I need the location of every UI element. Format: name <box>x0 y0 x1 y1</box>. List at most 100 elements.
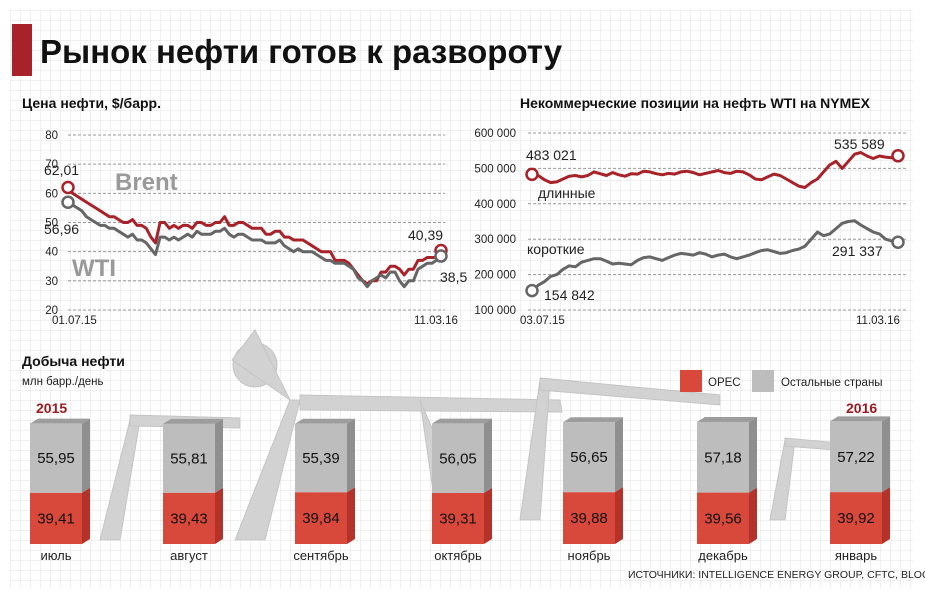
bar-opec-side <box>615 487 623 544</box>
bar-category-label: июль <box>40 548 71 563</box>
bar-top-face <box>563 417 623 423</box>
production-chart-title: Добыча нефти <box>22 353 125 369</box>
price-x-end: 11.03.16 <box>414 315 458 327</box>
bar-opec <box>563 492 615 544</box>
short-end-label: 291 337 <box>832 243 883 259</box>
positions-y-tick: 600 000 <box>474 128 516 140</box>
production-unit: млн барр./день <box>22 376 104 388</box>
bar-opec <box>30 492 82 544</box>
bar-opec-side <box>82 487 90 544</box>
bar-opec <box>432 492 484 544</box>
long-end-label: 535 589 <box>834 136 885 152</box>
short-series-label: короткие <box>527 241 585 257</box>
wti-start-label: 56,96 <box>44 221 79 237</box>
bar-category-label: сентябрь <box>293 548 349 563</box>
wti-series-label: WTI <box>72 255 116 282</box>
positions-y-tick: 200 000 <box>474 270 516 282</box>
price-x-start: 01.07.15 <box>52 315 97 327</box>
bar-top-face <box>697 416 757 422</box>
bar-opec-value: 39,84 <box>302 510 340 527</box>
bar-opec-side <box>484 487 492 544</box>
brent-series-label: Brent <box>115 169 178 196</box>
price-y-tick: 80 <box>45 130 58 142</box>
positions-line-short <box>531 219 899 292</box>
bar-other-side <box>215 418 223 493</box>
title-accent-bar <box>12 24 32 76</box>
positions-x-end: 11.03.16 <box>856 315 900 327</box>
bar-other-value: 55,81 <box>170 450 208 467</box>
bar-opec-side <box>347 487 355 544</box>
bar-other-value: 55,95 <box>37 450 75 467</box>
bar-top-face <box>295 418 355 424</box>
bar-opec-side <box>749 487 757 544</box>
bar-opec-value: 39,31 <box>439 510 477 527</box>
positions-y-tick: 500 000 <box>474 163 516 175</box>
long-series-label: длинные <box>538 185 596 201</box>
bar-category-label: август <box>170 548 208 563</box>
bar-other-value: 55,39 <box>302 450 340 467</box>
price-end-point <box>434 249 448 263</box>
bar-opec-value: 39,92 <box>837 510 875 527</box>
positions-x-start: 03.07.15 <box>520 315 565 327</box>
price-y-tick: 60 <box>45 188 58 200</box>
bar-opec-value: 39,88 <box>570 510 608 527</box>
positions-chart: 600 000 500 000 400 000 300 000 200 000 100 0… <box>474 128 908 327</box>
year-2016-label: 2016 <box>846 400 877 416</box>
legend-opec-swatch <box>680 370 702 392</box>
bar-category-label: октябрь <box>434 548 482 563</box>
brent-end-label: 40,39 <box>408 227 443 243</box>
bar-other-side <box>347 418 355 493</box>
bar-other-value: 56,05 <box>439 450 477 467</box>
positions-end-point <box>891 149 905 163</box>
wti-end-label: 38,5 <box>440 269 467 285</box>
bar-other <box>830 421 882 493</box>
page-title: Рынок нефти готов к развороту <box>40 33 563 70</box>
bar-other <box>563 422 615 493</box>
price-line-wti <box>67 200 443 289</box>
legend-other-swatch <box>752 370 774 392</box>
bar-top-face <box>30 418 90 424</box>
price-y-tick: 50 <box>45 218 58 230</box>
positions-y-tick: 300 000 <box>474 234 516 246</box>
production-chart: 39,41 55,95 июль 39,43 55,81 август 39,84 55,39… <box>30 416 890 563</box>
bar-other-side <box>484 418 492 493</box>
year-2015-label: 2015 <box>36 400 67 416</box>
bar-other <box>432 423 484 493</box>
source-note: ИСТОЧНИКИ: INTELLIGENCE ENERGY GROUP, CF… <box>628 569 925 581</box>
brent-start-label: 62,01 <box>44 162 79 178</box>
bar-opec <box>163 492 215 544</box>
bar-opec <box>830 492 882 544</box>
bar-other-side <box>82 418 90 493</box>
positions-chart-title: Некоммерческие позиции на нефть WTI на N… <box>520 95 871 111</box>
long-start-label: 483 021 <box>526 147 577 163</box>
price-start-point <box>61 195 75 209</box>
short-start-label: 154 842 <box>544 287 595 303</box>
bar-category-label: декабрь <box>698 548 748 563</box>
price-chart-title: Цена нефти, $/барр. <box>22 95 161 111</box>
bar-other-value: 57,22 <box>837 449 875 466</box>
positions-start-point <box>525 283 539 298</box>
bar-other-side <box>615 417 623 493</box>
positions-end-point <box>891 235 905 250</box>
bar-top-face <box>163 418 223 424</box>
bar-other-value: 57,18 <box>704 449 742 466</box>
price-y-tick: 70 <box>45 159 58 171</box>
bar-opec-side <box>882 487 890 544</box>
bar-other-side <box>882 416 890 493</box>
bar-category-label: январь <box>835 548 877 563</box>
positions-line-long <box>531 151 899 189</box>
legend-other-label: Остальные страны <box>781 377 883 389</box>
bar-other <box>295 423 347 493</box>
price-y-tick: 20 <box>45 305 58 317</box>
bar-category-label: ноябрь <box>568 548 611 563</box>
legend-opec-label: OPEC <box>708 377 741 389</box>
price-y-tick: 30 <box>45 276 58 288</box>
bar-opec-value: 39,43 <box>170 510 208 527</box>
bar-opec <box>697 492 749 544</box>
bar-top-face <box>830 416 890 422</box>
production-legend: OPEC Остальные страны <box>680 370 883 392</box>
bar-other-side <box>749 416 757 493</box>
